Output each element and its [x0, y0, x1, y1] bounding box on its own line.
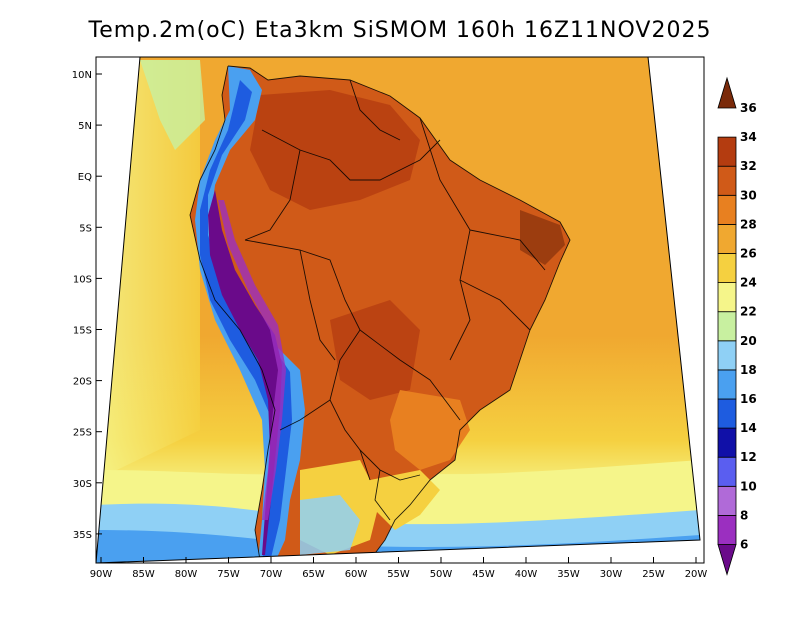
lon-label: 90W [90, 569, 113, 580]
lat-label: 5S [79, 223, 92, 234]
lon-label: 50W [430, 569, 453, 580]
lon-label: 20W [685, 569, 708, 580]
country-borders [189, 65, 571, 561]
colorbar-segment [717, 515, 737, 545]
lat-label: 25S [73, 428, 92, 439]
colorbar-label: 32 [740, 159, 757, 173]
colorbar-segment [717, 223, 737, 254]
colorbar-label: 8 [740, 508, 748, 522]
central-hot-core [330, 300, 420, 400]
colorbar-label: 36 [740, 101, 757, 115]
colorbar-label: 12 [740, 450, 757, 464]
lon-label: 85W [132, 569, 155, 580]
lat-label: 20S [73, 377, 92, 388]
lon-label: 70W [260, 569, 283, 580]
colorbar: 6 8 10 12 14 16 18 20 22 24 26 28 30 32 34 36 [717, 76, 757, 576]
colorbar-label: 20 [740, 334, 757, 348]
lat-label: 10N [72, 70, 92, 81]
colorbar-arrow-high [717, 76, 737, 109]
latitude-axis: 10N 5N EQ 5S 10S 15S 20S 25S 30S 35S [72, 70, 102, 541]
lon-label: 55W [387, 569, 410, 580]
map-title: Temp.2m(oC) Eta3km SiSMOM 160h 16Z11NOV2… [88, 18, 712, 43]
colorbar-segment [717, 340, 737, 371]
plot-frame [95, 56, 705, 564]
colorbar-segment [717, 253, 737, 284]
map-domain [96, 57, 700, 563]
lon-label: 65W [302, 569, 325, 580]
longitude-axis: 90W 85W 80W 75W 70W 65W 60W 55W 50W 45W 40W 35W 30W 2… [90, 557, 708, 580]
colorbar-label: 6 [740, 538, 748, 552]
lat-label: 15S [73, 326, 92, 337]
colorbar-label: 10 [740, 479, 757, 493]
northeast-hot-core [520, 210, 565, 265]
lon-label: 30W [600, 569, 623, 580]
colorbar-label: 16 [740, 392, 757, 406]
colorbar-segment [717, 311, 737, 342]
lon-label: 75W [217, 569, 240, 580]
colorbar-label: 24 [740, 276, 757, 290]
lon-label: 80W [175, 569, 198, 580]
colorbar-segment [717, 369, 737, 400]
lon-label: 45W [472, 569, 495, 580]
lon-label: 60W [345, 569, 368, 580]
colorbar-label: 14 [740, 421, 757, 435]
colorbar-segment [717, 194, 737, 225]
colorbar-segment [717, 398, 737, 429]
south-coldest-band [96, 530, 700, 563]
colorbar-label: 34 [740, 130, 757, 144]
lat-label: 35S [73, 530, 92, 541]
lat-label: 30S [73, 479, 92, 490]
colorbar-segment [717, 282, 737, 313]
colorbar-label: 22 [740, 305, 757, 319]
colorbar-label: 28 [740, 217, 757, 231]
colorbar-segment [717, 485, 737, 516]
colorbar-segment [717, 456, 737, 487]
colorbar-arrow-low [717, 544, 737, 576]
lat-label: EQ [78, 172, 92, 183]
colorbar-segment [717, 427, 737, 458]
colorbar-segment [717, 136, 737, 167]
lon-label: 25W [642, 569, 665, 580]
lat-label: 10S [73, 274, 92, 285]
pacific-cool-patch [140, 60, 205, 150]
lat-label: 5N [78, 121, 92, 132]
andes-coldest-band [208, 190, 282, 555]
colorbar-label: 26 [740, 247, 757, 261]
colorbar-label: 18 [740, 363, 757, 377]
south-brazil-mild [370, 470, 440, 530]
southeast-warm-zone [390, 390, 470, 470]
lon-label: 35W [557, 569, 580, 580]
colorbar-label: 30 [740, 188, 757, 202]
argentina-cooler [300, 495, 360, 555]
lon-label: 40W [515, 569, 538, 580]
colorbar-segment [717, 165, 737, 196]
